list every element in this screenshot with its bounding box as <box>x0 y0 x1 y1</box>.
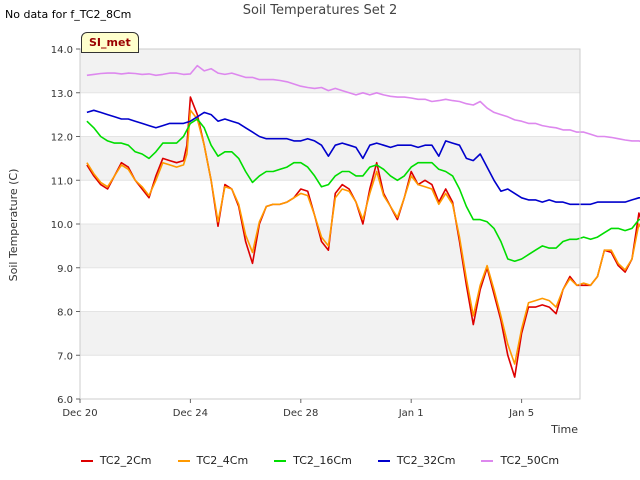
grid-band <box>80 49 580 93</box>
legend-swatch <box>274 459 287 462</box>
x-tick-label: Dec 20 <box>62 408 97 419</box>
legend-item-tc2_2cm: TC2_2Cm <box>80 454 152 467</box>
x-tick-label: Dec 24 <box>173 408 208 419</box>
legend-item-tc2_16cm: TC2_16Cm <box>274 454 352 467</box>
legend-label: TC2_32Cm <box>396 454 456 467</box>
y-tick-label: 14.0 <box>51 45 73 56</box>
no-data-notice: No data for f_TC2_8Cm <box>5 8 132 21</box>
legend-label: TC2_16Cm <box>293 454 352 467</box>
y-tick-label: 13.0 <box>51 89 73 100</box>
y-tick-label: 10.0 <box>51 220 73 231</box>
grid-bands <box>80 48 580 400</box>
series-line-tc2_32cm <box>86 109 640 206</box>
legend-swatch <box>177 459 190 462</box>
series-line-tc2_16cm <box>86 118 640 263</box>
legend-swatch <box>80 459 93 462</box>
axes: 6.0 7.0 8.0 9.0 10.0 11.0 12.0 13.0 14.0 Dec 20 De… <box>51 45 581 419</box>
series-lines <box>86 64 640 378</box>
legend-label: TC2_2Cm <box>99 454 152 467</box>
legend-label: TC2_50Cm <box>500 454 560 467</box>
x-tick-label: Jan 1 <box>398 408 424 419</box>
y-tick-label: 6.0 <box>57 395 73 406</box>
y-axis-label: Soil Temperature (C) <box>7 169 20 282</box>
y-tick-label: 7.0 <box>57 351 73 362</box>
y-tick-label: 9.0 <box>57 264 73 275</box>
y-tick-label: 11.0 <box>51 176 73 187</box>
grid-band <box>80 136 580 181</box>
legend-swatch <box>377 459 390 462</box>
x-tick-label: Dec 28 <box>283 408 318 419</box>
chart-title: Soil Temperatures Set 2 <box>242 3 398 18</box>
legend-item-tc2_4cm: TC2_4Cm <box>177 454 249 467</box>
x-tick-label: Jan 5 <box>508 408 534 419</box>
legend-swatch <box>481 459 494 462</box>
legend-label: TC2_4Cm <box>196 454 249 467</box>
legend: TC2_2Cm TC2_4Cm TC2_16Cm TC2_32Cm TC2_50Cm <box>0 454 640 467</box>
x-axis-label: Time <box>550 423 578 436</box>
legend-item-tc2_32cm: TC2_32Cm <box>377 454 456 467</box>
grid-band <box>80 311 580 356</box>
series-line-tc2_4cm <box>86 109 640 365</box>
legend-item-tc2_50cm: TC2_50Cm <box>481 454 559 467</box>
y-tick-label: 8.0 <box>57 308 73 319</box>
y-tick-label: 12.0 <box>51 133 73 144</box>
series-line-tc2_50cm <box>86 64 640 143</box>
site-badge: SI_met <box>81 32 139 53</box>
